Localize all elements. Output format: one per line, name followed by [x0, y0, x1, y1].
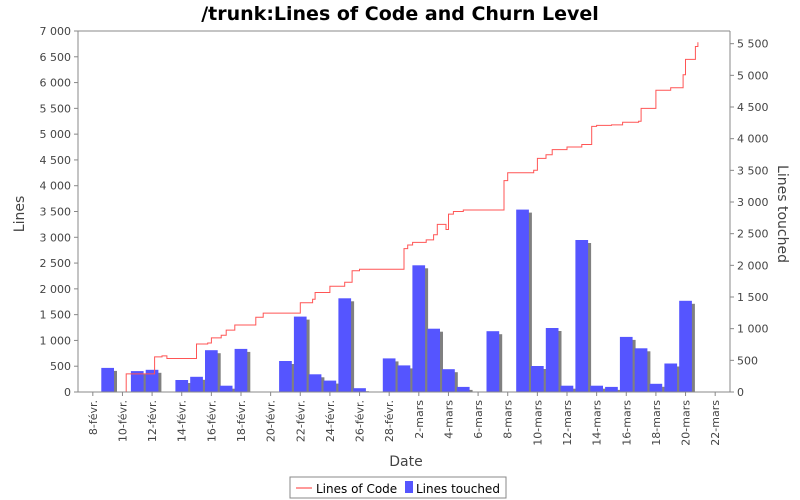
x-tick-label-5: 18-févr.: [235, 400, 248, 442]
bar-7: [234, 348, 248, 392]
legend-bar-label: Lines touched: [416, 482, 500, 496]
bar-27: [605, 386, 618, 392]
bar-16: [412, 265, 426, 392]
bar-22: [531, 366, 544, 392]
x-tick-label-21: 22-mars: [709, 400, 722, 446]
y-left-tick-label-4: 2 000: [40, 283, 72, 296]
y-right-tick-label-3: 1 500: [737, 291, 769, 304]
x-tick-label-11: 2-mars: [413, 400, 426, 439]
bar-17: [427, 328, 440, 392]
y-left-tick-label-10: 5 000: [40, 128, 72, 141]
x-tick-label-19: 18-mars: [650, 400, 663, 446]
x-tick-label-4: 16-févr.: [205, 400, 218, 442]
bar-29: [634, 348, 648, 392]
bar-4: [190, 376, 203, 392]
bar-6: [219, 385, 233, 392]
bar-13: [353, 388, 366, 392]
y-left-tick-label-5: 2 500: [40, 257, 72, 270]
bar-0: [101, 367, 114, 392]
x-tick-label-13: 6-mars: [472, 400, 485, 439]
x-tick-label-3: 14-févr.: [176, 400, 189, 442]
y-left-tick-label-6: 3 000: [40, 231, 72, 244]
y-right-tick-label-6: 3 000: [737, 196, 769, 209]
x-tick-label-12: 4-mars: [443, 400, 456, 439]
bar-11: [323, 380, 337, 392]
y-right-tick-label-11: 5 500: [737, 38, 769, 51]
y-left-tick-label-2: 1 000: [40, 334, 72, 347]
bar-18: [442, 369, 455, 392]
bar-24: [560, 385, 574, 392]
bar-32: [679, 300, 692, 392]
bar-1: [130, 371, 144, 392]
x-tick-label-9: 26-févr.: [354, 400, 367, 442]
bar-20: [486, 331, 500, 392]
bar-19: [456, 386, 470, 392]
bar-3: [175, 380, 189, 392]
bar-15: [397, 365, 411, 392]
bar-9: [293, 316, 307, 392]
bar-21: [516, 209, 529, 392]
y-right-tick-label-10: 5 000: [737, 69, 769, 82]
bar-5: [205, 350, 218, 392]
y-left-tick-label-7: 3 500: [40, 206, 72, 219]
x-tick-label-18: 16-mars: [620, 400, 633, 446]
legend-bar-swatch: [405, 481, 413, 493]
y-left-tick-label-14: 7 000: [40, 25, 72, 38]
legend-frame: [289, 476, 507, 499]
y-left-tick-label-1: 500: [50, 360, 71, 373]
y-right-tick-label-4: 2 000: [737, 259, 769, 272]
series-line-lines-of-code: [122, 42, 699, 393]
chart-title: /trunk:Lines of Code and Churn Level: [201, 3, 599, 25]
bar-30: [649, 383, 663, 392]
y-right-tick-label-7: 3 500: [737, 164, 769, 177]
y-right-tick-label-5: 2 500: [737, 228, 769, 241]
x-tick-label-1: 10-févr.: [117, 400, 130, 442]
x-axis-title: Date: [389, 454, 422, 470]
bar-2: [145, 369, 159, 392]
x-tick-label-8: 24-févr.: [324, 400, 337, 442]
y-right-tick-label-2: 1 000: [737, 323, 769, 336]
y-left-tick-label-12: 6 000: [40, 77, 72, 90]
x-tick-label-7: 22-févr.: [294, 400, 307, 442]
y-right-tick-label-1: 500: [737, 354, 758, 367]
legend: Lines of Code Lines touched: [289, 476, 507, 499]
y-right-tick-label-9: 4 500: [737, 101, 769, 114]
y-axis-right-title: Lines touched: [774, 165, 790, 263]
y-left-tick-label-11: 5 500: [40, 102, 72, 115]
y-left-tick-label-8: 4 000: [40, 180, 72, 193]
x-tick-label-15: 10-mars: [531, 400, 544, 446]
x-tick-label-2: 12-févr.: [146, 400, 159, 442]
bar-31: [664, 363, 678, 392]
bar-23: [545, 328, 559, 392]
bar-10: [308, 374, 322, 392]
y-left-tick-label-13: 6 500: [40, 51, 72, 64]
bar-8: [279, 361, 292, 392]
bar-25: [575, 240, 589, 392]
y-axis-left-title: Lines: [12, 196, 28, 232]
x-tick-label-17: 14-mars: [591, 400, 604, 446]
y-right-tick-label-8: 4 000: [737, 133, 769, 146]
y-left-tick-label-0: 0: [64, 386, 71, 399]
x-tick-label-6: 20-févr.: [265, 400, 278, 442]
x-tick-label-20: 20-mars: [680, 400, 693, 446]
x-tick-label-10: 28-févr.: [383, 400, 396, 442]
y-left-tick-label-3: 1 500: [40, 309, 72, 322]
x-tick-label-16: 12-mars: [561, 400, 574, 446]
plot-area: [78, 31, 730, 392]
y-right-tick-label-0: 0: [737, 386, 744, 399]
legend-line-label: Lines of Code: [316, 482, 397, 496]
y-left-tick-label-9: 4 500: [40, 154, 72, 167]
x-tick-label-14: 8-mars: [502, 400, 515, 439]
bar-14: [382, 358, 396, 392]
x-tick-label-0: 8-févr.: [87, 400, 100, 435]
bar-26: [590, 385, 603, 392]
bar-12: [338, 298, 352, 392]
bar-28: [619, 336, 633, 392]
